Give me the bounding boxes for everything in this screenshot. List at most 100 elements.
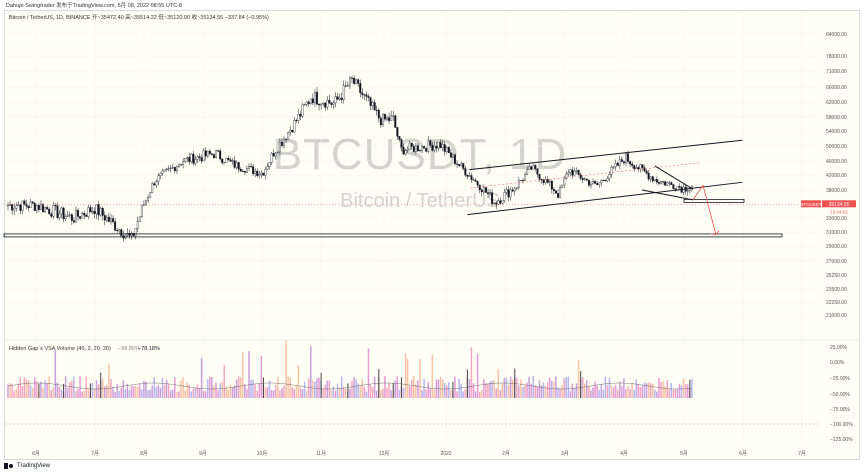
volume-y-tick-label: −125.00% bbox=[830, 437, 853, 443]
candle-body bbox=[664, 181, 667, 186]
volume-bar bbox=[639, 387, 642, 398]
volume-bar bbox=[540, 385, 543, 398]
candle-body bbox=[295, 120, 298, 121]
volume-bar bbox=[318, 377, 320, 398]
volume-bar bbox=[551, 380, 553, 398]
candle-body bbox=[184, 158, 187, 163]
volume-bar bbox=[128, 389, 131, 398]
volume-bar bbox=[546, 382, 549, 398]
volume-bar bbox=[384, 376, 386, 398]
candle-body bbox=[536, 168, 539, 175]
candle-body bbox=[291, 129, 294, 133]
volume-bar bbox=[684, 383, 687, 398]
candle-body bbox=[163, 169, 166, 172]
candle-body bbox=[132, 233, 135, 236]
volume-spike-bar bbox=[100, 372, 102, 398]
candle-body bbox=[81, 213, 84, 219]
volume-bar bbox=[678, 383, 681, 398]
candle-body bbox=[322, 102, 325, 105]
candle-body bbox=[377, 110, 380, 119]
volume-bar bbox=[83, 390, 85, 398]
x-tick-label: 4月 bbox=[620, 451, 628, 457]
volume-bar bbox=[567, 376, 570, 398]
candle-body bbox=[344, 85, 347, 87]
volume-bar bbox=[283, 385, 285, 398]
volume-bar bbox=[586, 380, 588, 398]
candle-body bbox=[419, 150, 421, 152]
candle-body bbox=[643, 167, 646, 172]
candle-body bbox=[421, 146, 424, 151]
candle-body bbox=[653, 179, 656, 182]
volume-bar bbox=[592, 387, 594, 398]
candle-body bbox=[192, 153, 195, 164]
volume-bar bbox=[151, 385, 153, 398]
volume-bar bbox=[365, 391, 368, 398]
volume-bar bbox=[223, 364, 225, 398]
volume-bar bbox=[186, 382, 188, 398]
volume-bar bbox=[602, 390, 605, 398]
candle-body bbox=[501, 200, 504, 204]
volume-bar bbox=[559, 388, 561, 398]
volume-bar bbox=[682, 378, 685, 398]
candle-body bbox=[64, 216, 67, 220]
candle-body bbox=[460, 163, 463, 166]
volume-bar bbox=[388, 383, 390, 398]
candle-body bbox=[254, 170, 257, 174]
volume-bar bbox=[676, 389, 679, 398]
candle-body bbox=[145, 199, 147, 205]
volume-bar bbox=[332, 386, 335, 398]
volume-bar bbox=[126, 383, 129, 398]
wedge-upper-line bbox=[654, 165, 694, 190]
volume-bar bbox=[526, 382, 528, 398]
candle-body bbox=[287, 132, 290, 140]
volume-bar bbox=[46, 383, 48, 398]
candle-body bbox=[647, 172, 650, 180]
candle-body bbox=[151, 183, 154, 193]
candle-body bbox=[546, 179, 549, 183]
volume-bar bbox=[328, 380, 331, 398]
candle-body bbox=[587, 179, 590, 186]
candle-body bbox=[58, 213, 61, 218]
candle-body bbox=[313, 91, 316, 104]
candle-body bbox=[478, 184, 481, 191]
candle-body bbox=[557, 193, 559, 198]
volume-bar bbox=[662, 381, 664, 398]
volume-bar bbox=[427, 382, 429, 398]
volume-bar bbox=[316, 378, 318, 398]
channel-midline bbox=[469, 162, 701, 189]
candle-body bbox=[303, 104, 306, 106]
volume-bar bbox=[52, 387, 55, 398]
candle-body bbox=[633, 165, 636, 169]
candle-body bbox=[9, 204, 12, 206]
candle-body bbox=[519, 180, 522, 182]
volume-bar bbox=[163, 384, 166, 398]
x-tick-label: 2月 bbox=[502, 451, 510, 457]
candle-body bbox=[217, 150, 220, 152]
volume-bar bbox=[231, 387, 234, 398]
x-tick-label: 12月 bbox=[379, 451, 390, 457]
candle-body bbox=[375, 109, 378, 111]
candle-body bbox=[482, 187, 485, 193]
volume-bar bbox=[489, 381, 491, 398]
candle-body bbox=[600, 179, 603, 184]
volume-bar bbox=[101, 378, 104, 398]
candle-body bbox=[497, 200, 500, 205]
candle-body bbox=[363, 94, 366, 96]
candle-body bbox=[258, 174, 261, 176]
candle-body bbox=[194, 159, 197, 164]
candle-body bbox=[225, 158, 228, 163]
volume-bar bbox=[272, 390, 275, 398]
candle-body bbox=[188, 157, 191, 162]
candle-body bbox=[97, 204, 100, 216]
candle-body bbox=[627, 153, 630, 162]
candle-body bbox=[590, 183, 592, 186]
volume-bar bbox=[143, 380, 145, 398]
candle-body bbox=[538, 174, 541, 180]
price-tag-box bbox=[822, 200, 856, 208]
candle-body bbox=[622, 161, 625, 164]
volume-bar bbox=[398, 389, 401, 398]
volume-bar bbox=[483, 379, 485, 398]
volume-spike-bar bbox=[452, 381, 454, 398]
volume-bar bbox=[248, 351, 250, 398]
